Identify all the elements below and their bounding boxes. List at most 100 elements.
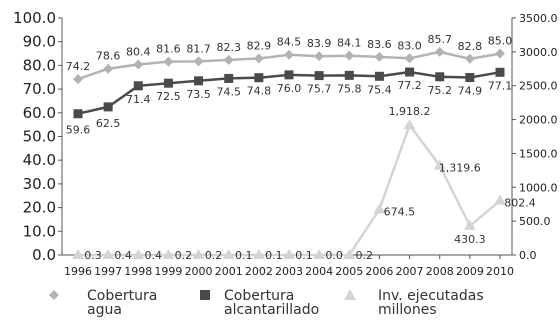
square-point bbox=[435, 72, 445, 82]
x-tick-label: 2002 bbox=[245, 265, 273, 278]
data-label: 74.9 bbox=[458, 84, 483, 97]
data-label: 430.3 bbox=[454, 233, 486, 246]
diamond-point bbox=[464, 53, 475, 64]
triangle-point bbox=[132, 248, 145, 259]
triangle-point bbox=[403, 119, 416, 130]
triangle-point bbox=[72, 248, 84, 259]
square-point bbox=[314, 71, 324, 81]
legend-item-inversion: Inv. ejecutadas millones bbox=[344, 288, 484, 318]
y-tick-left-label: 100.0 bbox=[13, 9, 56, 27]
data-label: 78.6 bbox=[96, 50, 121, 63]
legend-label-line1: Inv. ejecutadas bbox=[378, 288, 484, 304]
legend-label-line2: alcantarillado bbox=[224, 302, 319, 318]
triangle-point bbox=[343, 248, 356, 259]
triangle-point bbox=[433, 159, 446, 170]
diamond-point bbox=[193, 56, 204, 67]
data-label: 84.5 bbox=[277, 36, 302, 49]
triangle-point bbox=[192, 248, 205, 259]
square-point bbox=[254, 73, 264, 83]
diamond-point bbox=[404, 53, 415, 64]
square-point bbox=[465, 72, 475, 82]
x-tick-label: 1996 bbox=[64, 265, 92, 278]
y-tick-right-label: 1000.0 bbox=[519, 181, 558, 194]
data-label: 85.7 bbox=[427, 33, 452, 46]
diamond-point bbox=[223, 54, 234, 65]
data-label: 0.4 bbox=[114, 249, 132, 262]
x-tick-label: 2003 bbox=[275, 265, 303, 278]
data-label: 80.4 bbox=[126, 45, 151, 58]
data-label: 0.2 bbox=[175, 249, 193, 262]
diamond-point bbox=[163, 56, 174, 67]
x-tick-label: 2008 bbox=[426, 265, 454, 278]
x-tick-label: 2004 bbox=[305, 265, 333, 278]
square-point bbox=[374, 71, 384, 81]
data-label: 81.6 bbox=[156, 43, 181, 56]
data-label: 82.8 bbox=[458, 40, 483, 53]
data-label: 62.5 bbox=[96, 117, 121, 130]
square-point bbox=[133, 81, 143, 91]
diamond-point bbox=[434, 46, 445, 57]
data-label: 77.2 bbox=[397, 79, 422, 92]
y-tick-left-label: 80.0 bbox=[23, 56, 56, 74]
y-tick-left-label: 60.0 bbox=[23, 104, 56, 122]
data-label: 77.1 bbox=[488, 79, 513, 92]
x-tick-label: 2006 bbox=[365, 265, 393, 278]
data-label: 1,918.2 bbox=[389, 105, 431, 118]
diamond-point bbox=[344, 50, 355, 61]
y-tick-left-label: 50.0 bbox=[23, 128, 56, 146]
data-label: 0.4 bbox=[145, 249, 163, 262]
legend-label-line2: millones bbox=[378, 302, 437, 318]
square-point bbox=[495, 67, 505, 77]
data-label: 74.8 bbox=[247, 85, 272, 98]
data-label: 0.2 bbox=[205, 249, 223, 262]
diamond-point bbox=[253, 53, 264, 64]
y-tick-right-label: 2000.0 bbox=[519, 114, 558, 127]
data-label: 74.5 bbox=[216, 85, 241, 98]
y-tick-right-label: 2500.0 bbox=[519, 80, 558, 93]
x-tick-label: 1999 bbox=[154, 265, 182, 278]
data-label: 71.4 bbox=[126, 93, 151, 106]
data-label: 0.1 bbox=[265, 249, 283, 262]
y-tick-left-label: 70.0 bbox=[23, 80, 56, 98]
legend-label-line1: Cobertura bbox=[224, 288, 294, 304]
data-label: 83.0 bbox=[397, 39, 422, 52]
triangle-point bbox=[494, 194, 506, 205]
x-tick-label: 2000 bbox=[185, 265, 213, 278]
data-label: 75.2 bbox=[427, 84, 452, 97]
triangle-point bbox=[313, 249, 326, 259]
triangle-point bbox=[162, 248, 175, 259]
data-label: 83.6 bbox=[367, 38, 392, 51]
data-label: 802.4 bbox=[504, 197, 536, 210]
triangle-point bbox=[373, 203, 386, 214]
legend-label-line2: agua bbox=[87, 302, 122, 318]
data-label: 674.5 bbox=[384, 205, 416, 218]
triangle-marker-icon bbox=[344, 289, 356, 300]
y-tick-right-label: 0.0 bbox=[519, 249, 537, 262]
diamond-point bbox=[133, 59, 144, 70]
data-label: 0.1 bbox=[295, 249, 313, 262]
y-tick-right-label: 3500.0 bbox=[519, 12, 558, 25]
diamond-point bbox=[374, 51, 385, 62]
data-label: 83.9 bbox=[307, 37, 332, 50]
y-tick-left-label: 30.0 bbox=[23, 175, 56, 193]
diamond-point bbox=[103, 63, 114, 74]
x-tick-label: 2007 bbox=[396, 265, 424, 278]
data-label: 0.3 bbox=[84, 249, 102, 262]
series-line-2 bbox=[78, 122, 501, 257]
square-point bbox=[103, 102, 113, 112]
legend-label-line1: Cobertura bbox=[87, 288, 157, 304]
data-label: 74.2 bbox=[66, 60, 91, 73]
series-layer bbox=[72, 46, 506, 259]
y-tick-left-label: 20.0 bbox=[23, 199, 56, 217]
diamond-point bbox=[284, 49, 294, 60]
data-label: 85.0 bbox=[488, 35, 513, 48]
x-tick-label: 2005 bbox=[335, 265, 363, 278]
data-label: 73.5 bbox=[186, 88, 211, 101]
data-label: 81.7 bbox=[186, 42, 211, 55]
data-label: 1,319.6 bbox=[439, 162, 481, 175]
diamond-marker-icon bbox=[49, 290, 59, 300]
square-point bbox=[73, 109, 83, 119]
axes: 0.0 10.0 20.0 30.0 40.0 50.0 60.0 70.0 80.0 90.0 1… bbox=[13, 9, 557, 278]
data-label: 75.7 bbox=[307, 83, 332, 96]
